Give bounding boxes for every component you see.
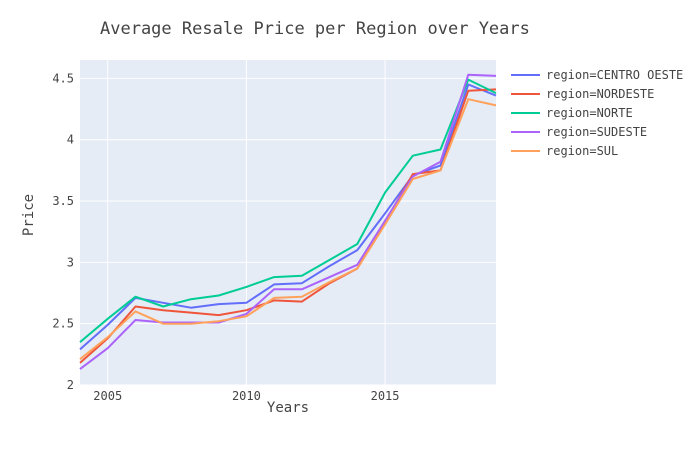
legend-label: region=SUDESTE bbox=[546, 125, 647, 139]
y-tick-label: 3.5 bbox=[52, 194, 74, 208]
legend-label: region=NORTE bbox=[546, 106, 633, 120]
legend-item[interactable]: region=NORTE bbox=[511, 106, 633, 120]
x-axis-title: Years bbox=[267, 400, 309, 416]
plot-background bbox=[80, 60, 496, 385]
y-tick-label: 3 bbox=[67, 255, 74, 269]
y-tick-label: 2 bbox=[67, 378, 74, 392]
chart-title: Average Resale Price per Region over Yea… bbox=[100, 19, 530, 39]
legend-item[interactable]: region=NORDESTE bbox=[511, 87, 654, 101]
series-line-3 bbox=[79, 73, 497, 370]
legend-label: region=SUL bbox=[546, 144, 618, 158]
legend-item[interactable]: region=SUDESTE bbox=[511, 125, 647, 139]
y-tick-label: 4.5 bbox=[52, 71, 74, 85]
series-line-4 bbox=[79, 98, 497, 360]
series-lines bbox=[79, 73, 497, 370]
y-tick-label: 4 bbox=[67, 133, 74, 147]
y-axis-title: Price bbox=[21, 194, 37, 236]
legend-label: region=NORDESTE bbox=[546, 87, 654, 101]
y-axis-ticks: 2 2.5 3 3.5 4 4.5 bbox=[52, 71, 74, 392]
legend-item[interactable]: region=CENTRO OESTE bbox=[511, 68, 683, 82]
series-line-0 bbox=[79, 83, 497, 351]
x-tick-label: 2015 bbox=[371, 389, 400, 403]
legend[interactable]: region=CENTRO OESTE region=NORDESTE region… bbox=[511, 68, 683, 158]
x-axis-ticks: 2005 2010 2015 bbox=[93, 389, 399, 403]
gridlines bbox=[80, 60, 496, 386]
legend-item[interactable]: region=SUL bbox=[511, 144, 618, 158]
x-tick-label: 2005 bbox=[93, 389, 122, 403]
series-line-1 bbox=[79, 88, 497, 364]
x-tick-label: 2010 bbox=[232, 389, 261, 403]
legend-label: region=CENTRO OESTE bbox=[546, 68, 683, 82]
y-tick-label: 2.5 bbox=[52, 317, 74, 331]
series-line-2 bbox=[79, 78, 497, 343]
